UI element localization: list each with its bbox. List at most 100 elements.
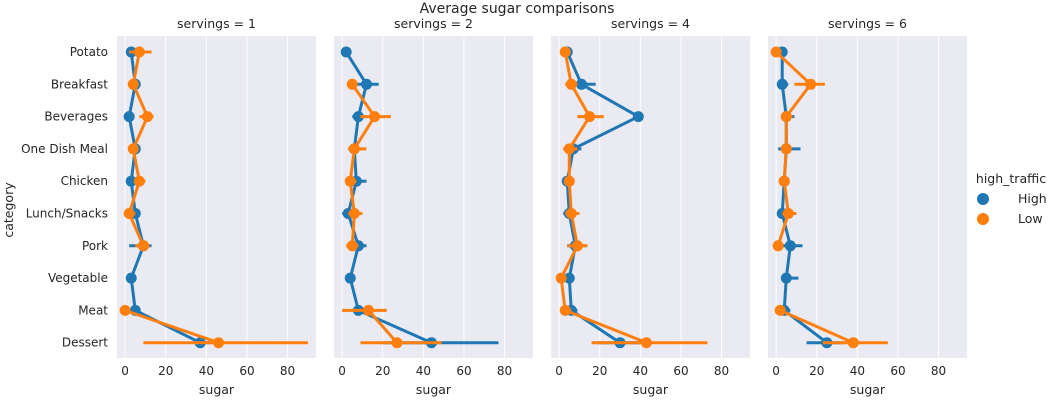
- x-tick-label: 0: [121, 364, 129, 378]
- data-point: [805, 78, 817, 90]
- series-low: [119, 46, 308, 349]
- data-point: [344, 272, 356, 284]
- legend: high_traffic High Low: [976, 171, 1047, 226]
- data-point: [133, 46, 145, 58]
- legend-marker-low: [977, 213, 989, 225]
- data-point: [125, 175, 137, 187]
- x-tick-label: 0: [555, 364, 563, 378]
- legend-marker-high: [977, 193, 989, 205]
- data-point: [127, 78, 139, 90]
- data-point: [565, 208, 577, 219]
- data-point: [369, 111, 381, 123]
- x-tick-label: 60: [673, 364, 688, 378]
- y-tick-label: One Dish Meal: [21, 142, 108, 156]
- facet-panel: servings = 2 0 20 40 60 80 sugar: [334, 16, 533, 397]
- x-tick-label: 40: [199, 364, 214, 378]
- panel-background: [768, 36, 967, 358]
- panel-background: [117, 36, 316, 358]
- data-point: [575, 78, 587, 90]
- data-point: [141, 111, 153, 123]
- series-low: [770, 46, 888, 349]
- series-line: [780, 52, 828, 344]
- x-tick-label: 20: [809, 364, 824, 378]
- y-tick-label: Pork: [82, 239, 108, 253]
- facet-panels: servings = 1 0 20 40 60 80 sugar Potato Breakfas…: [21, 16, 967, 397]
- data-point: [571, 240, 583, 252]
- data-point: [770, 46, 782, 58]
- facet-panel: servings = 6 0 20 40 60 80 sugar: [768, 16, 967, 397]
- x-axis-label: sugar: [416, 382, 452, 397]
- legend-label-low: Low: [1018, 211, 1043, 226]
- data-point: [782, 208, 794, 219]
- data-point: [780, 143, 792, 155]
- data-point: [213, 337, 225, 349]
- y-tick-label: Lunch/Snacks: [26, 207, 108, 221]
- x-tick-label: 20: [375, 364, 390, 378]
- series-line: [565, 51, 640, 344]
- x-tick-label: 40: [850, 364, 865, 378]
- x-tick-label: 80: [280, 364, 295, 378]
- x-tick-label: 40: [416, 364, 431, 378]
- data-point: [780, 111, 792, 123]
- data-point: [780, 272, 792, 284]
- data-point: [640, 337, 652, 349]
- data-point: [847, 337, 859, 349]
- data-point: [774, 304, 786, 316]
- data-point: [772, 240, 784, 252]
- x-tick-label: 80: [931, 364, 946, 378]
- data-point: [344, 175, 356, 187]
- x-tick-label: 60: [456, 364, 471, 378]
- data-point: [563, 143, 575, 155]
- series-low: [555, 46, 708, 349]
- data-point: [563, 272, 575, 284]
- data-point: [119, 304, 131, 316]
- data-point: [137, 240, 149, 252]
- data-point: [363, 304, 375, 316]
- legend-title: high_traffic: [976, 171, 1046, 186]
- legend-label-high: High: [1018, 191, 1047, 206]
- data-point: [565, 78, 577, 90]
- data-point: [123, 111, 135, 123]
- chart-title: Average sugar comparisons: [420, 1, 615, 17]
- data-point: [348, 143, 360, 155]
- x-tick-label: 0: [338, 364, 346, 378]
- x-tick-label: 0: [772, 364, 780, 378]
- data-point: [123, 208, 135, 219]
- facet-panel: servings = 1 0 20 40 60 80 sugar Potato Breakfas…: [21, 16, 316, 397]
- data-point: [127, 143, 139, 155]
- y-tick-label: Beverages: [44, 110, 108, 124]
- data-point: [125, 272, 137, 284]
- panel-title: servings = 4: [611, 16, 690, 31]
- x-tick-label: 40: [633, 364, 648, 378]
- data-point: [340, 46, 352, 58]
- series-line: [367, 309, 399, 344]
- series-line: [124, 308, 220, 345]
- y-tick-label: Chicken: [61, 174, 108, 188]
- facet-panel: servings = 4 0 20 40 60 80 sugar: [551, 16, 750, 397]
- panel-title: servings = 2: [394, 16, 473, 31]
- data-point: [776, 78, 788, 90]
- y-tick-label: Meat: [78, 303, 108, 317]
- y-tick-label: Breakfast: [51, 77, 108, 91]
- data-point: [632, 111, 644, 123]
- x-tick-label: 60: [890, 364, 905, 378]
- x-axis-label: sugar: [633, 382, 669, 397]
- data-point: [559, 46, 571, 58]
- x-tick-label: 20: [592, 364, 607, 378]
- panel-title: servings = 6: [828, 16, 907, 31]
- data-point: [360, 78, 372, 90]
- data-point: [563, 175, 575, 187]
- data-point: [346, 240, 358, 252]
- data-point: [778, 175, 790, 187]
- y-tick-label: Vegetable: [48, 271, 108, 285]
- x-tick-label: 80: [714, 364, 729, 378]
- series-low: [342, 78, 442, 349]
- data-point: [352, 111, 364, 123]
- data-point: [584, 111, 596, 123]
- series-line: [779, 309, 854, 345]
- x-tick-label: 60: [239, 364, 254, 378]
- data-point: [784, 240, 796, 252]
- data-point: [559, 304, 571, 316]
- data-point: [346, 78, 358, 90]
